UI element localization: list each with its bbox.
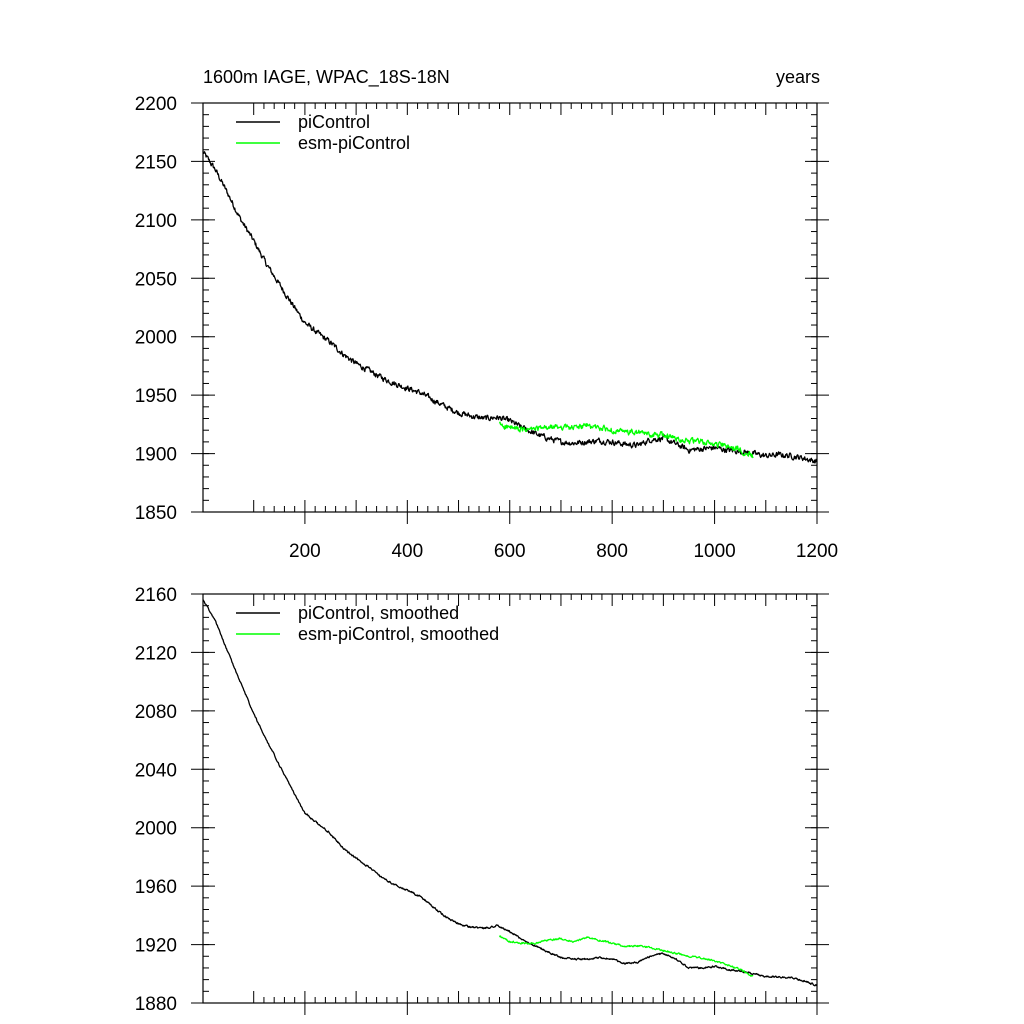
y-tick-label: 1950 bbox=[135, 386, 177, 407]
series-line-0 bbox=[202, 151, 818, 464]
chart-title: 1600m IAGE, WPAC_18S-18N bbox=[203, 67, 450, 88]
legend-label-0: piControl bbox=[298, 112, 370, 132]
y-tick-label: 1960 bbox=[135, 877, 177, 898]
x-tick-label: 400 bbox=[391, 541, 423, 562]
ticks-layer: 1880 1920 1960 2000 2040 2080 2120 2160 bbox=[135, 585, 829, 1015]
chart-panel-bottom: 1880 1920 1960 2000 2040 2080 2120 2160 piContr… bbox=[135, 585, 829, 1015]
series-layer bbox=[202, 151, 818, 464]
y-tick-label: 1850 bbox=[135, 503, 177, 524]
series-line-1 bbox=[498, 421, 754, 459]
chart-panel-top: 1600m IAGE, WPAC_18S-18N years 200 400 600… bbox=[135, 67, 838, 562]
y-tick-label: 1880 bbox=[135, 994, 177, 1015]
y-tick-label: 2150 bbox=[135, 152, 177, 173]
legend: piControl esm-piControl bbox=[236, 112, 410, 153]
y-tick-label: 2040 bbox=[135, 760, 177, 781]
x-tick-label: 1000 bbox=[693, 541, 735, 562]
y-tick-label: 2080 bbox=[135, 702, 177, 723]
series-layer bbox=[202, 599, 818, 987]
series-line-0 bbox=[202, 599, 818, 987]
y-tick-label: 2000 bbox=[135, 819, 177, 840]
y-tick-label: 2050 bbox=[135, 269, 177, 290]
x-tick-label: 1200 bbox=[796, 541, 838, 562]
legend-label-0: piControl, smoothed bbox=[298, 603, 459, 623]
series-line-1 bbox=[498, 935, 754, 977]
legend-label-1: esm-piControl bbox=[298, 133, 410, 153]
units-label: years bbox=[776, 67, 820, 87]
y-tick-label: 2100 bbox=[135, 211, 177, 232]
y-tick-label: 1900 bbox=[135, 445, 177, 466]
y-tick-label: 2160 bbox=[135, 585, 177, 606]
legend-label-1: esm-piControl, smoothed bbox=[298, 624, 499, 644]
ticks-layer: 200 400 600 800 1000 1200 1850 1900 1950 2000 2050… bbox=[135, 94, 838, 562]
y-tick-label: 2200 bbox=[135, 94, 177, 115]
x-tick-label: 800 bbox=[596, 541, 628, 562]
y-tick-label: 2120 bbox=[135, 643, 177, 664]
legend: piControl, smoothed esm-piControl, smoot… bbox=[236, 603, 499, 644]
y-tick-label: 1920 bbox=[135, 936, 177, 957]
x-tick-label: 600 bbox=[494, 541, 526, 562]
y-tick-label: 2000 bbox=[135, 328, 177, 349]
x-tick-label: 200 bbox=[289, 541, 321, 562]
